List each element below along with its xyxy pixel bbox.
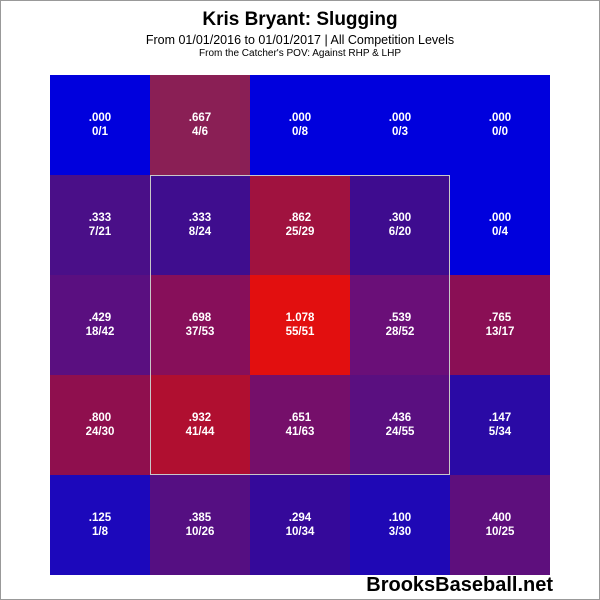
cell-count-label: 0/1 [92, 126, 108, 138]
cell-slugging-label: .300 [388, 212, 412, 224]
cell-slugging-label: .667 [188, 112, 212, 124]
heatmap-cell: .400 10/25 [450, 475, 550, 575]
cell-slugging-label: .000 [488, 212, 512, 224]
heatmap-cell: .000 0/8 [250, 75, 350, 175]
heatmap-cell: 1.078 55/51 [250, 275, 350, 375]
heatmap-cell: .000 0/0 [450, 75, 550, 175]
cell-count-label: 0/3 [392, 126, 408, 138]
cell-count-label: 37/53 [185, 326, 215, 338]
heatmap-cell: .385 10/26 [150, 475, 250, 575]
heatmap-cell: .100 3/30 [350, 475, 450, 575]
cell-slugging-label: .333 [188, 212, 212, 224]
cell-count-label: 24/30 [85, 426, 115, 438]
heatmap-cell: .765 13/17 [450, 275, 550, 375]
cell-count-label: 25/29 [285, 226, 315, 238]
heatmap-cell: .932 41/44 [150, 375, 250, 475]
heatmap-cell: .000 0/1 [50, 75, 150, 175]
cell-slugging-label: .294 [288, 512, 312, 524]
cell-count-label: 0/8 [292, 126, 308, 138]
heatmap-cell: .862 25/29 [250, 175, 350, 275]
cell-slugging-label: .429 [88, 312, 112, 324]
cell-slugging-label: .333 [88, 212, 112, 224]
brooksbaseball-watermark: BrooksBaseball.net [366, 574, 553, 596]
cell-count-label: 10/25 [485, 526, 515, 538]
cell-slugging-label: .932 [188, 412, 212, 424]
heatmap-cell: .147 5/34 [450, 375, 550, 475]
cell-slugging-label: .651 [288, 412, 312, 424]
chart-subtitle: From 01/01/2016 to 01/01/2017 | All Comp… [145, 33, 455, 47]
cell-count-label: 13/17 [485, 326, 515, 338]
cell-slugging-label: .125 [88, 512, 112, 524]
cell-slugging-label: .862 [288, 212, 312, 224]
cell-count-label: 8/24 [188, 226, 212, 238]
cell-count-label: 28/52 [385, 326, 415, 338]
heatmap-cell: .698 37/53 [150, 275, 250, 375]
cell-slugging-label: .000 [88, 112, 112, 124]
cell-slugging-label: .000 [488, 112, 512, 124]
cell-slugging-label: .800 [88, 412, 112, 424]
heatmap-grid: .000 0/1 .667 4/6 .000 0/8 .000 0/3 .000 0/0 .333 7… [50, 75, 550, 575]
cell-count-label: 24/55 [385, 426, 415, 438]
cell-slugging-label: 1.078 [285, 312, 315, 324]
cell-count-label: 0/4 [492, 226, 508, 238]
heatmap-cell: .800 24/30 [50, 375, 150, 475]
cell-slugging-label: .765 [488, 312, 512, 324]
heatmap-cell: .651 41/63 [250, 375, 350, 475]
cell-count-label: 0/0 [492, 126, 508, 138]
cell-count-label: 7/21 [88, 226, 112, 238]
cell-slugging-label: .436 [388, 412, 412, 424]
chart-title: Kris Bryant: Slugging [202, 9, 398, 30]
cell-count-label: 1/8 [92, 526, 108, 538]
heatmap-cell: .667 4/6 [150, 75, 250, 175]
cell-count-label: 10/34 [285, 526, 315, 538]
cell-slugging-label: .385 [188, 512, 212, 524]
heatmap-cell: .436 24/55 [350, 375, 450, 475]
heatmap-cell: .000 0/3 [350, 75, 450, 175]
heatmap-cell: .000 0/4 [450, 175, 550, 275]
cell-count-label: 55/51 [285, 326, 315, 338]
cell-count-label: 10/26 [185, 526, 215, 538]
heatmap-cell: .539 28/52 [350, 275, 450, 375]
cell-count-label: 41/63 [285, 426, 315, 438]
heatmap-cell: .429 18/42 [50, 275, 150, 375]
heatmap-cell: .333 8/24 [150, 175, 250, 275]
cell-slugging-label: .400 [488, 512, 512, 524]
cell-count-label: 41/44 [185, 426, 215, 438]
heatmap-cell: .333 7/21 [50, 175, 150, 275]
cell-count-label: 4/6 [192, 126, 208, 138]
cell-count-label: 18/42 [85, 326, 115, 338]
heatmap-cell: .300 6/20 [350, 175, 450, 275]
cell-slugging-label: .698 [188, 312, 212, 324]
heatmap-cell: .125 1/8 [50, 475, 150, 575]
chart-pov-note: From the Catcher's POV: Against RHP & LH… [199, 48, 401, 59]
cell-count-label: 6/20 [388, 226, 412, 238]
cell-slugging-label: .539 [388, 312, 412, 324]
cell-slugging-label: .147 [488, 412, 512, 424]
cell-slugging-label: .000 [388, 112, 412, 124]
heatmap-cell: .294 10/34 [250, 475, 350, 575]
cell-count-label: 3/30 [388, 526, 412, 538]
cell-slugging-label: .100 [388, 512, 412, 524]
cell-slugging-label: .000 [288, 112, 312, 124]
cell-count-label: 5/34 [488, 426, 512, 438]
